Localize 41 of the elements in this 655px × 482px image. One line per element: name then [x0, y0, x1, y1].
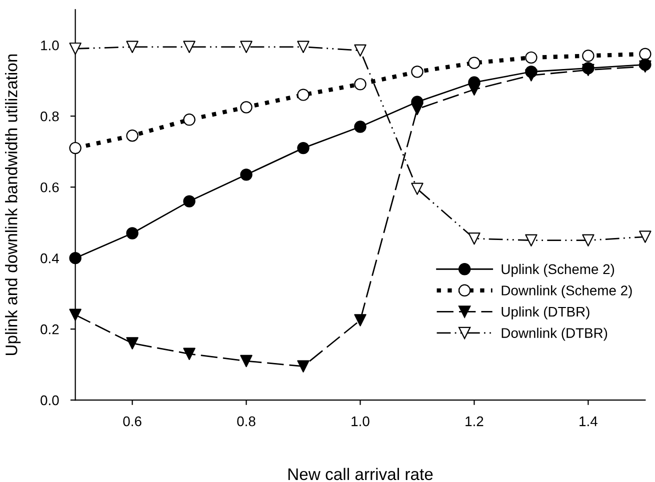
point — [183, 348, 196, 360]
point — [69, 308, 82, 321]
point — [411, 182, 424, 195]
y-tick-label: 0.6 — [40, 182, 59, 192]
x-tick-label: 0.6 — [123, 416, 142, 426]
point — [183, 40, 196, 54]
point — [240, 354, 252, 368]
point — [354, 44, 366, 57]
point — [69, 42, 82, 55]
y-axis-title: Uplink and downlink bandwidth utilization — [5, 54, 21, 356]
x-tick-label: 1.2 — [466, 416, 484, 426]
point — [126, 227, 138, 240]
y-tick-label: 0.0 — [40, 395, 59, 406]
point — [468, 232, 480, 245]
point — [126, 337, 138, 350]
point — [69, 252, 82, 264]
point — [183, 195, 196, 208]
x-tick-label: 1.0 — [352, 416, 370, 426]
point — [354, 314, 366, 326]
legend-label: Downlink (DTBR) — [502, 328, 608, 341]
y-tick-label: 1.0 — [41, 40, 59, 50]
x-tick-label: 1.4 — [580, 416, 598, 426]
point — [525, 234, 538, 246]
x-tick-label: 0.8 — [237, 416, 256, 426]
point — [297, 40, 310, 54]
point — [582, 234, 594, 246]
point — [297, 360, 310, 372]
point — [297, 142, 310, 154]
y-tick-label: 0.8 — [40, 111, 59, 122]
legend-label: Uplink (Scheme 2) — [502, 264, 614, 277]
legend-label: Uplink (DTBR) — [502, 306, 590, 320]
point — [354, 120, 366, 133]
point — [240, 168, 252, 181]
point — [240, 40, 252, 54]
point — [126, 40, 138, 54]
x-axis-title: New call arrival rate — [288, 468, 433, 480]
legend-label: Downlink (Scheme 2) — [502, 285, 632, 298]
y-tick-label: 0.4 — [40, 253, 59, 264]
point — [525, 66, 538, 78]
point — [639, 230, 652, 243]
y-tick-label: 0.2 — [40, 324, 59, 334]
